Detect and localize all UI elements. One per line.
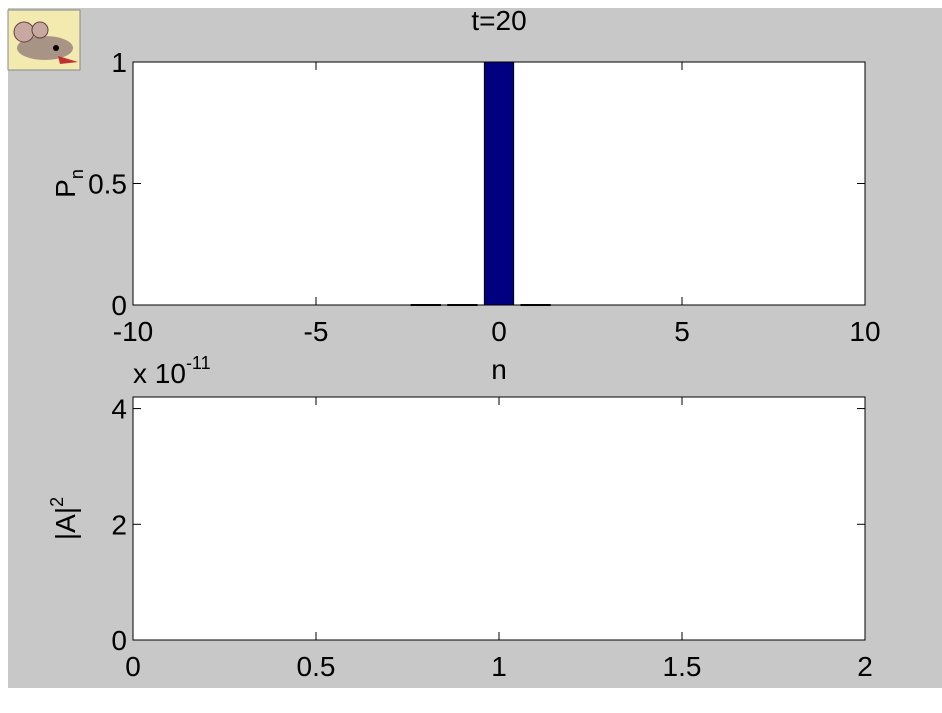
y-tick-label: 2	[111, 509, 127, 540]
x-tick-label: 0	[125, 651, 141, 682]
app-icon	[8, 10, 80, 70]
y-axis-label-subscript: n	[67, 169, 87, 179]
x-tick-label: 1	[491, 651, 507, 682]
x-tick-label: 2	[857, 651, 873, 682]
axis-multiplier: x 104	[805, 688, 868, 713]
figure: t=20-10-5051000.51nPn00.511.52024τ|A|2x …	[0, 0, 942, 713]
bar	[484, 62, 513, 305]
multiplier-base: x 10	[133, 358, 186, 389]
multiplier-base: x 10	[805, 693, 858, 713]
x-tick-label: -5	[304, 316, 329, 347]
multiplier-power: 4	[858, 688, 868, 708]
y-axis-label-text: |A|	[50, 507, 81, 540]
y-tick-label: 0.5	[88, 169, 127, 200]
chart-title: t=20	[471, 5, 526, 36]
bar	[448, 305, 477, 306]
bar	[521, 305, 550, 306]
multiplier-power: -11	[186, 353, 211, 373]
x-tick-label: 0.5	[297, 651, 336, 682]
x-tick-label: 1.5	[663, 651, 702, 682]
y-axis-label-superscript: 2	[47, 497, 67, 507]
x-axis-label: τ	[493, 689, 504, 713]
x-tick-label: 5	[674, 316, 690, 347]
axes-background	[133, 397, 865, 640]
bar	[411, 305, 440, 306]
y-axis-label-text: P	[50, 179, 81, 198]
x-tick-label: 0	[491, 316, 507, 347]
y-tick-label: 0	[111, 290, 127, 321]
x-tick-label: 10	[849, 316, 880, 347]
y-tick-label: 1	[111, 47, 127, 78]
x-axis-label: n	[491, 354, 507, 385]
y-tick-label: 4	[111, 394, 127, 425]
y-tick-label: 0	[111, 625, 127, 656]
